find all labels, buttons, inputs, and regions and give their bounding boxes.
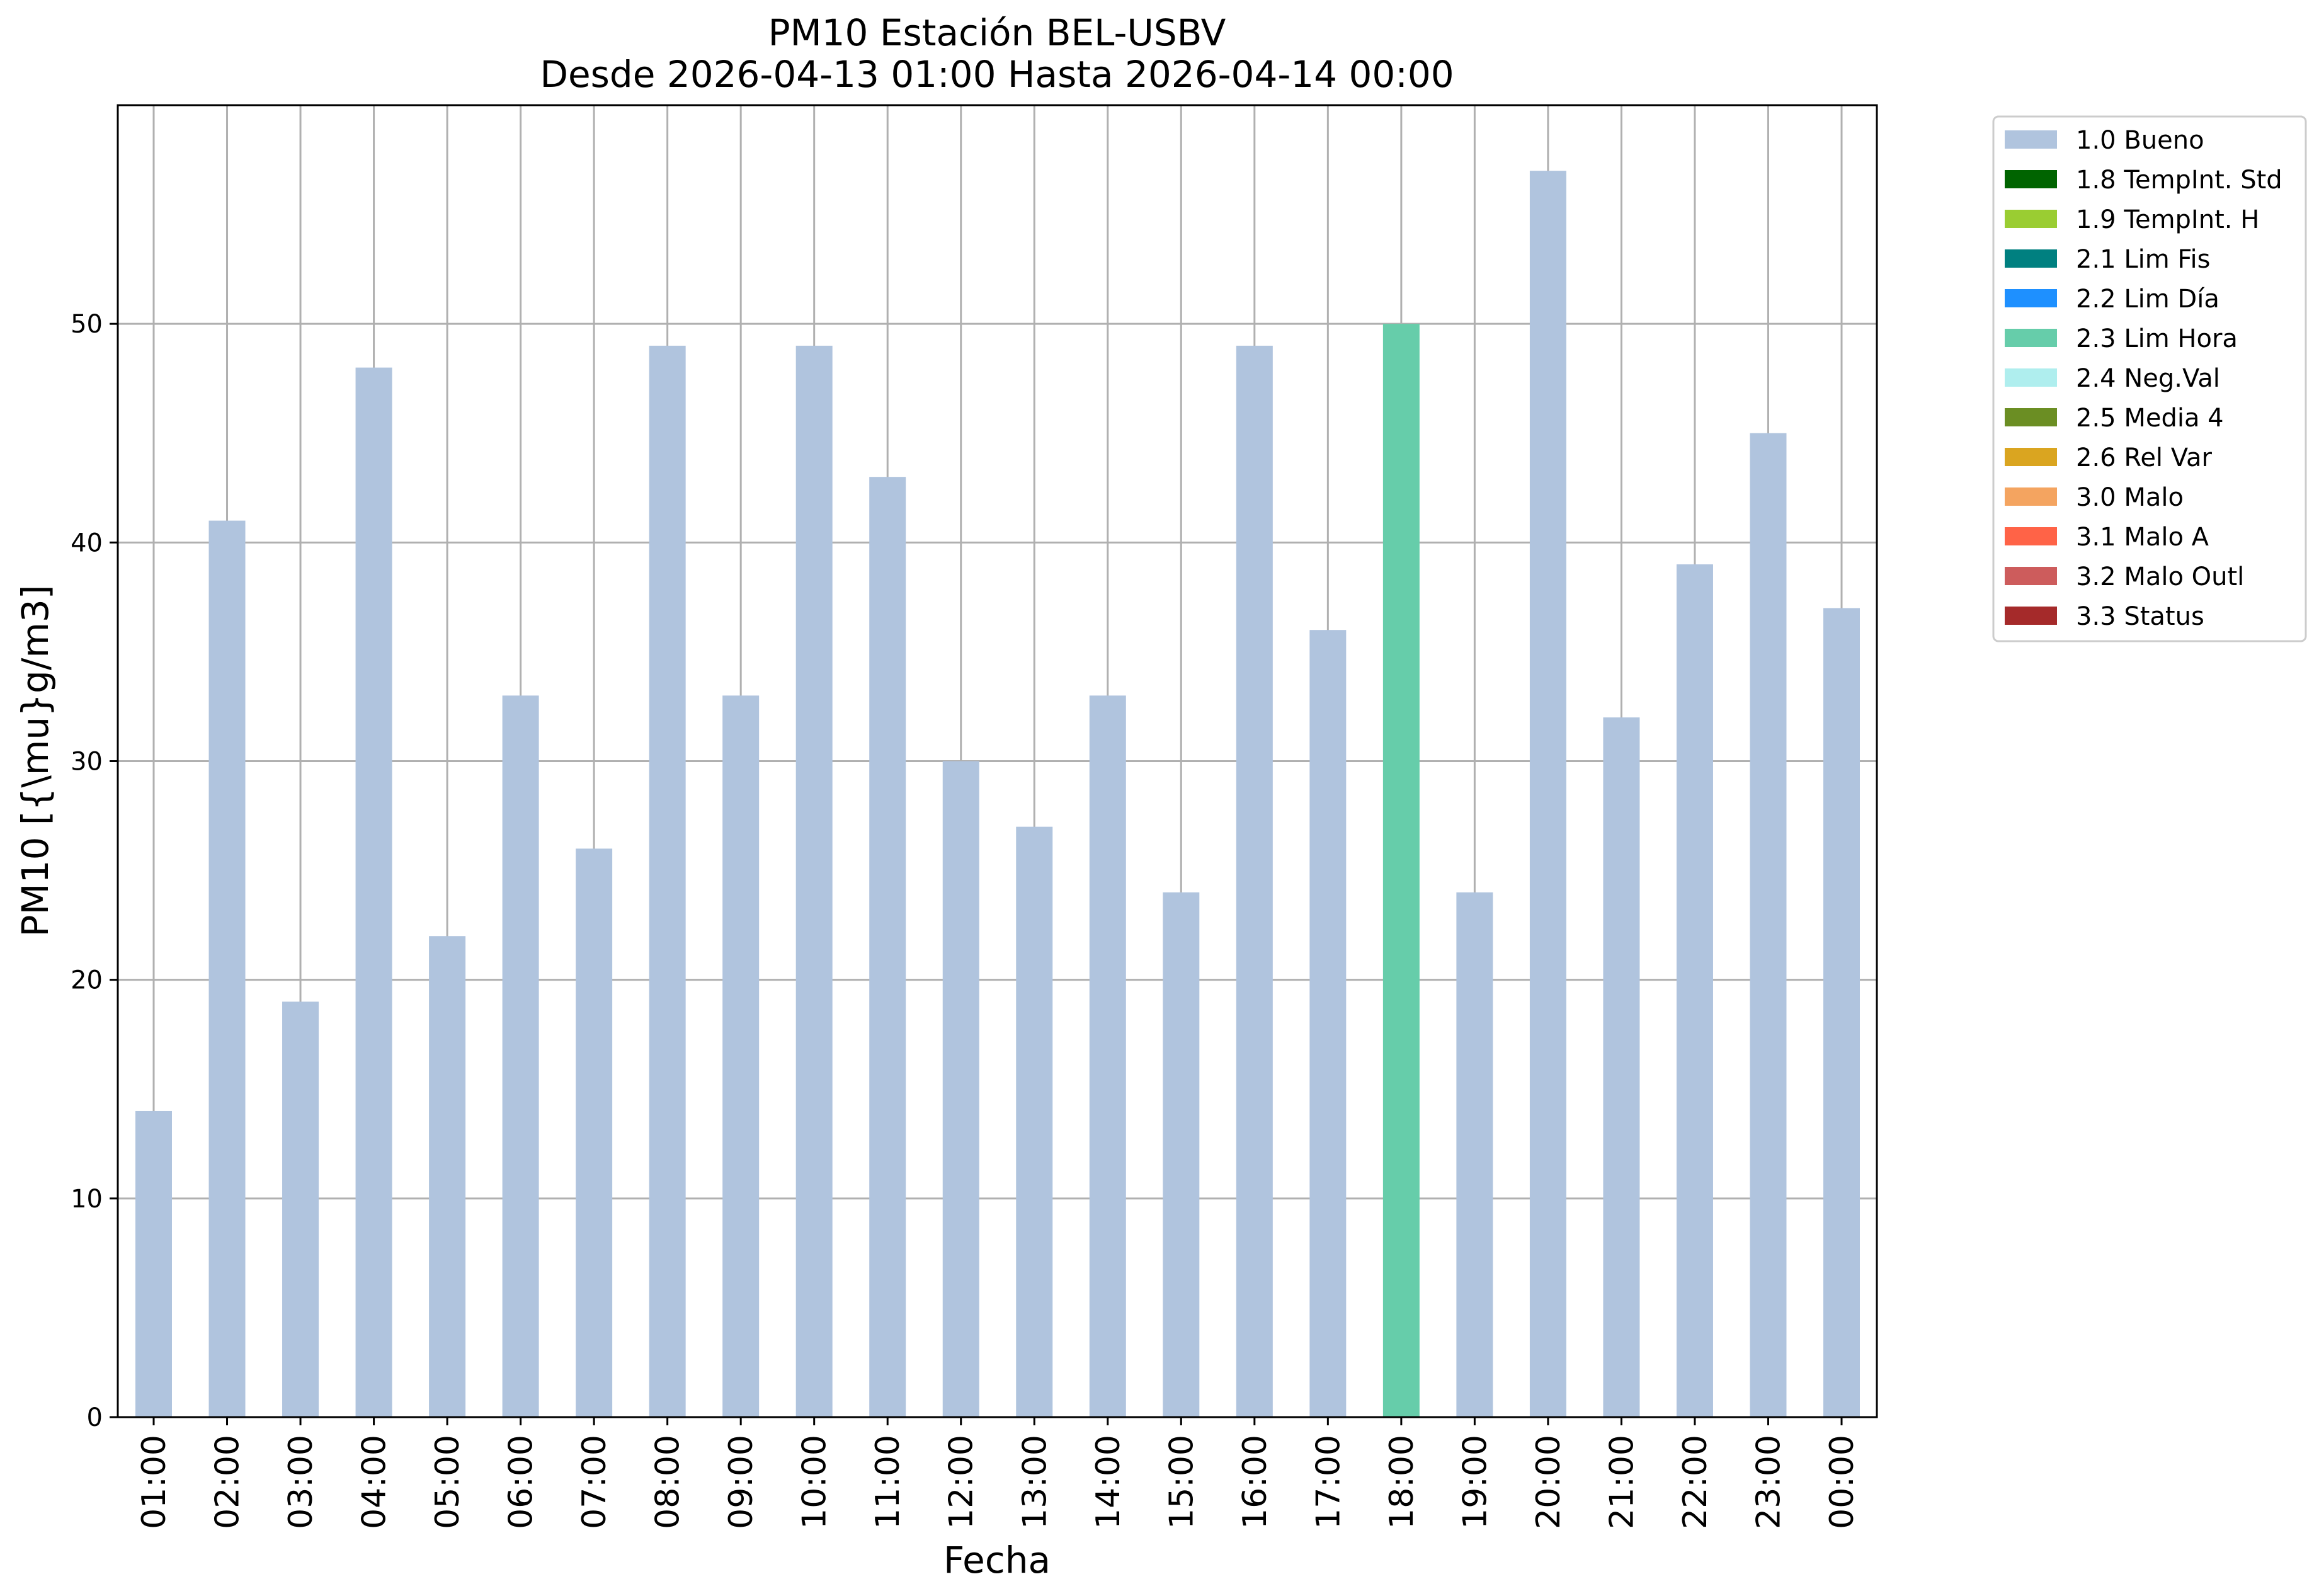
legend-label: 3.2 Malo Outl [2076, 562, 2244, 591]
legend-swatch [2005, 448, 2057, 466]
bar-0200 [208, 520, 246, 1417]
bars [135, 171, 1860, 1418]
legend-label: 1.0 Bueno [2076, 126, 2204, 155]
y-tick-label: 30 [71, 748, 103, 777]
x-tick-label: 15:00 [1163, 1435, 1200, 1529]
bar-1300 [1016, 826, 1053, 1417]
legend-swatch [2005, 408, 2057, 426]
x-tick-label: 07:00 [576, 1435, 613, 1529]
legend-label: 2.4 Neg.Val [2076, 364, 2220, 393]
legend-label: 1.9 TempInt. H [2076, 205, 2259, 234]
legend-label: 2.2 Lim Día [2076, 285, 2219, 314]
x-axis-ticks: 01:00 02:00 03:00 04:00 05:00 06:00 07:00 08:00… [135, 1417, 1861, 1529]
legend-swatch [2005, 210, 2057, 228]
bar-1200 [942, 761, 979, 1417]
x-tick-label: 08:00 [649, 1435, 687, 1529]
legend-swatch [2005, 368, 2057, 387]
bar-0000 [1823, 608, 1860, 1417]
x-tick-label: 01:00 [135, 1435, 173, 1529]
bar-0600 [502, 695, 539, 1417]
bar-1700 [1309, 630, 1347, 1418]
x-tick-label: 00:00 [1823, 1435, 1861, 1529]
legend-swatch [2005, 130, 2057, 149]
legend: 1.0 Bueno 1.8 TempInt. Std 1.9 TempInt. H 2… [1992, 115, 2307, 642]
chart-title: PM10 Estación BEL-USBV [768, 11, 1226, 54]
x-tick-label: 02:00 [209, 1435, 247, 1529]
bar-1900 [1456, 892, 1493, 1417]
legend-swatch [2005, 527, 2057, 545]
x-tick-label: 04:00 [356, 1435, 394, 1529]
bar-1600 [1236, 345, 1273, 1418]
bar-1800 [1382, 324, 1420, 1417]
x-tick-label: 03:00 [282, 1435, 320, 1529]
legend-swatch [2005, 289, 2057, 307]
bar-0300 [282, 1001, 319, 1417]
legend-swatch [2005, 607, 2057, 625]
y-tick-label: 20 [71, 966, 103, 995]
x-tick-label: 21:00 [1603, 1435, 1641, 1529]
bar-0800 [649, 345, 686, 1418]
legend-swatch [2005, 567, 2057, 585]
legend-label: 2.1 Lim Fis [2076, 245, 2210, 274]
y-tick-label: 10 [71, 1185, 103, 1214]
bar-2200 [1676, 564, 1713, 1417]
bar-1000 [795, 345, 833, 1418]
bar-1100 [869, 477, 906, 1417]
bar-1400 [1089, 695, 1126, 1417]
x-tick-label: 12:00 [943, 1435, 981, 1529]
x-tick-label: 05:00 [429, 1435, 467, 1529]
x-tick-label: 13:00 [1016, 1435, 1054, 1529]
bar-2000 [1529, 171, 1566, 1417]
legend-swatch [2005, 329, 2057, 347]
x-tick-label: 17:00 [1309, 1435, 1347, 1529]
y-axis-label: PM10 [{\mu}g/m3] [14, 585, 57, 937]
x-tick-label: 16:00 [1236, 1435, 1274, 1529]
bar-0900 [722, 695, 760, 1417]
x-tick-label: 06:00 [503, 1435, 540, 1529]
legend-label: 3.3 Status [2076, 602, 2204, 631]
bar-2100 [1603, 717, 1640, 1417]
bar-0700 [576, 848, 613, 1417]
y-tick-label: 50 [71, 310, 103, 339]
legend-label: 3.1 Malo A [2076, 523, 2209, 552]
chart-subtitle: Desde 2026-04-13 01:00 Hasta 2026-04-14 … [540, 53, 1454, 96]
x-tick-label: 09:00 [722, 1435, 760, 1529]
y-tick-label: 0 [87, 1403, 103, 1432]
legend-label: 1.8 TempInt. Std [2076, 166, 2282, 195]
legend-label: 2.3 Lim Hora [2076, 324, 2238, 353]
legend-items: 1.0 Bueno 1.8 TempInt. Std 1.9 TempInt. H 2… [2005, 126, 2282, 631]
legend-swatch [2005, 487, 2057, 506]
bar-0100 [135, 1110, 172, 1417]
x-tick-label: 11:00 [869, 1435, 907, 1529]
x-tick-label: 19:00 [1456, 1435, 1494, 1529]
legend-swatch [2005, 170, 2057, 188]
legend-label: 3.0 Malo [2076, 483, 2184, 512]
x-tick-label: 10:00 [796, 1435, 834, 1529]
x-tick-label: 22:00 [1677, 1435, 1714, 1529]
x-tick-label: 18:00 [1383, 1435, 1421, 1529]
bar-1500 [1163, 892, 1200, 1417]
legend-swatch [2005, 249, 2057, 268]
bar-0400 [355, 367, 392, 1417]
y-axis-ticks: 0 10 20 30 40 50 [71, 310, 118, 1432]
x-tick-label: 23:00 [1750, 1435, 1787, 1529]
x-tick-label: 20:00 [1530, 1435, 1568, 1529]
y-tick-label: 40 [71, 528, 103, 557]
bar-0500 [429, 936, 466, 1417]
legend-frame [1992, 115, 2307, 642]
bar-2300 [1750, 433, 1787, 1417]
x-tick-label: 14:00 [1090, 1435, 1127, 1529]
legend-label: 2.5 Media 4 [2076, 404, 2224, 433]
x-axis-label: Fecha [943, 1539, 1051, 1582]
legend-label: 2.6 Rel Var [2076, 443, 2213, 472]
